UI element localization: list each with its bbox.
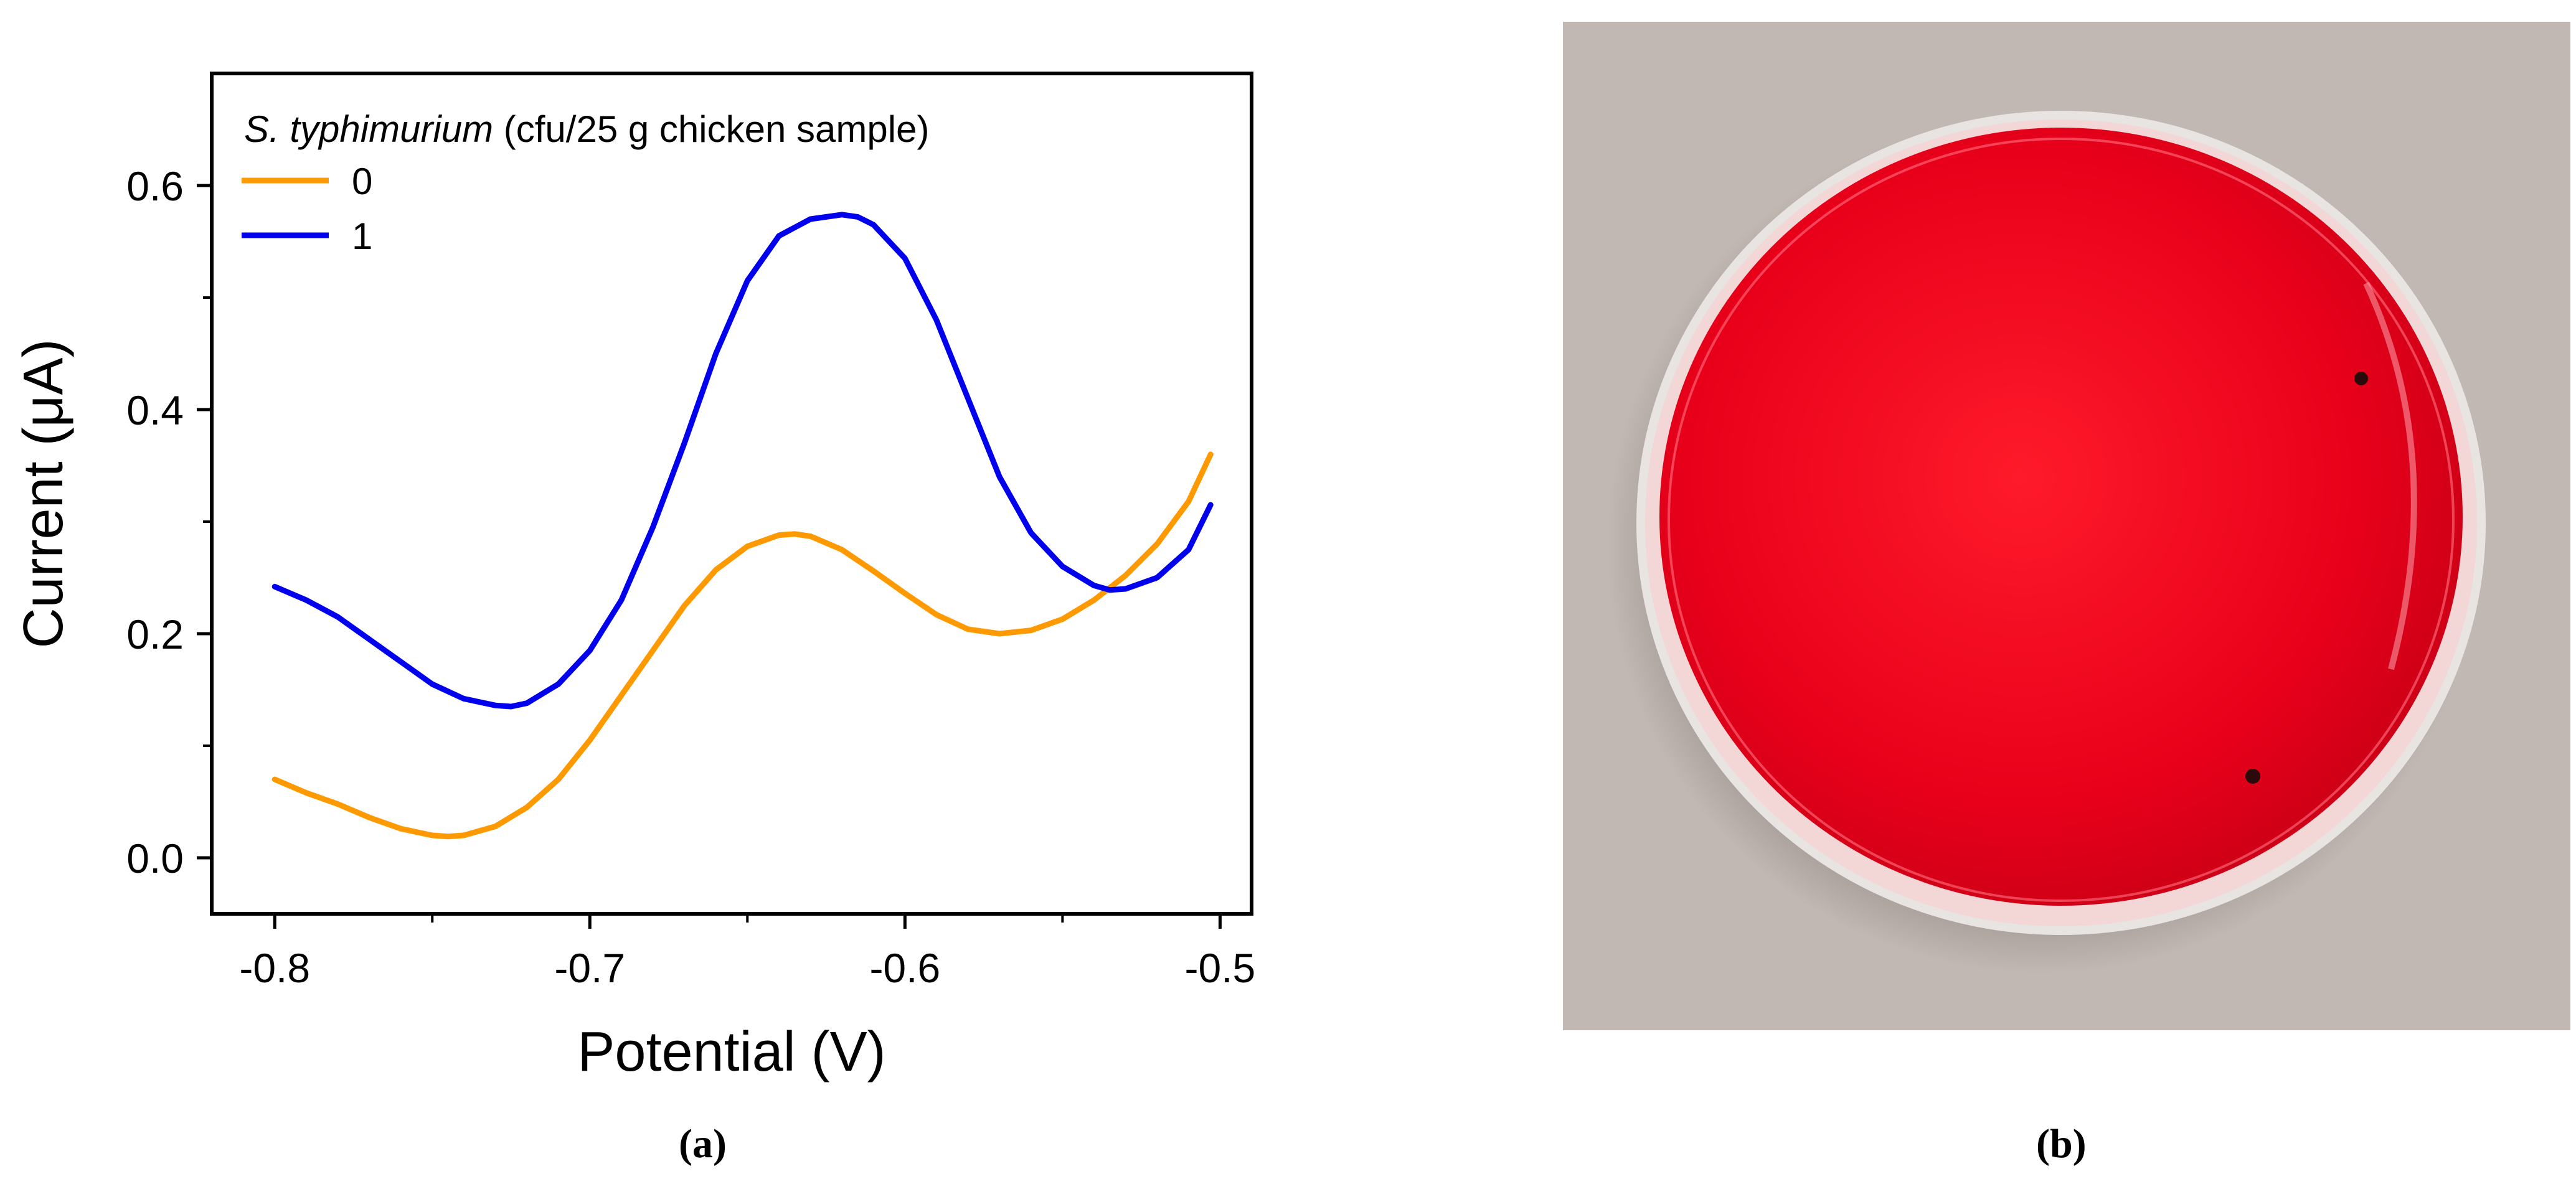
legend-title: S. typhimurium (cfu/25 g chicken sample) — [244, 108, 929, 150]
caption-a: (a) — [679, 1121, 727, 1167]
y-axis-label: Current (μA) — [12, 339, 75, 649]
x-tick-label-1: -0.7 — [554, 945, 625, 991]
x-tick-label-0: -0.8 — [239, 945, 310, 991]
y-tick-label-3: 0.6 — [126, 163, 184, 209]
caption-b: (b) — [2036, 1121, 2087, 1167]
legend-label-0: 0 — [352, 161, 372, 202]
y-tick-label-0: 0.0 — [126, 835, 184, 881]
x-tick-label-3: -0.5 — [1185, 945, 1256, 991]
series-lines — [271, 212, 1214, 840]
x-axis-ticks — [273, 914, 1222, 929]
dish-lid-highlight — [1668, 138, 2455, 902]
legend-label-1: 1 — [352, 215, 372, 257]
line-chart: -0.8 -0.7 -0.6 -0.5 0.0 0.2 0.4 0.6 Potential … — [12, 72, 1255, 1083]
chart-legend: S. typhimurium (cfu/25 g chicken sample)… — [242, 108, 929, 257]
colony-dot-2 — [2245, 769, 2260, 784]
y-tick-label-1: 0.2 — [126, 611, 184, 657]
petri-dish-icon — [1606, 111, 2486, 974]
y-tick-label-2: 0.4 — [126, 387, 184, 433]
series-line-0 — [271, 451, 1214, 840]
legend-title-italic: S. typhimurium — [244, 108, 493, 150]
agar-medium — [1659, 128, 2463, 906]
colony-dot-1 — [2354, 372, 2368, 385]
series-line-1 — [271, 212, 1214, 710]
plot-frame — [210, 72, 1253, 916]
x-axis-tick-labels: -0.8 -0.7 -0.6 -0.5 — [239, 945, 1255, 991]
legend-title-rest: (cfu/25 g chicken sample) — [493, 108, 929, 150]
x-axis-label: Potential (V) — [577, 1021, 885, 1083]
petri-dish-photo — [1563, 22, 2570, 1030]
x-tick-label-2: -0.6 — [869, 945, 940, 991]
y-axis-ticks — [197, 184, 212, 860]
lid-reflection — [2363, 281, 2417, 670]
y-axis-tick-labels: 0.0 0.2 0.4 0.6 — [126, 163, 184, 881]
